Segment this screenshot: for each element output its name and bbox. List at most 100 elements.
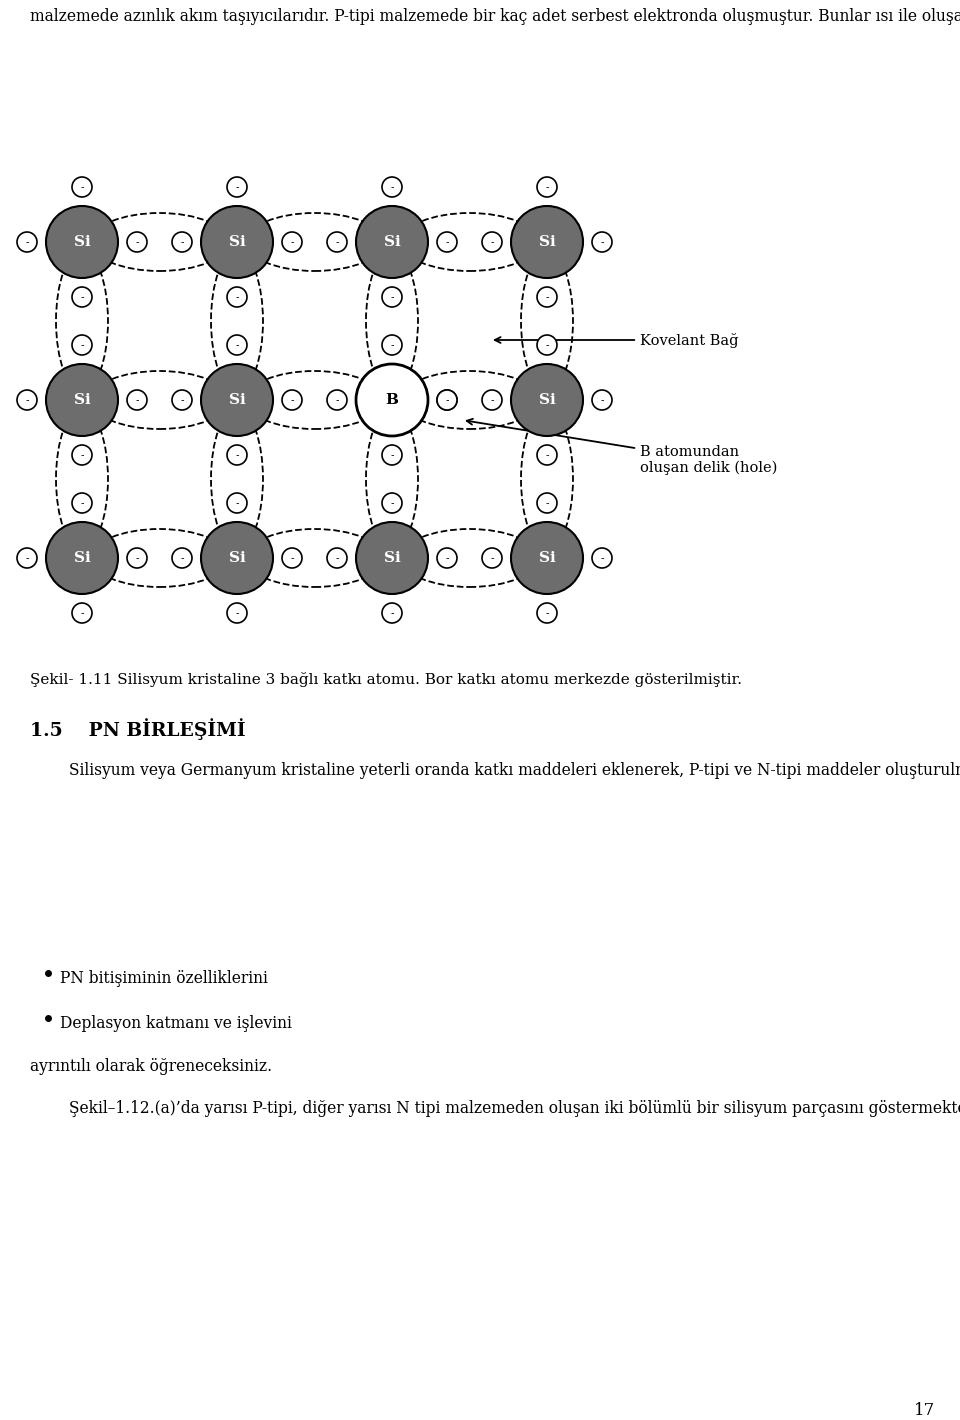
- Ellipse shape: [172, 548, 192, 568]
- Text: -: -: [491, 395, 493, 405]
- Ellipse shape: [382, 493, 402, 513]
- Ellipse shape: [592, 231, 612, 251]
- Text: -: -: [545, 339, 549, 349]
- Text: Deplasyon katmanı ve işlevini: Deplasyon katmanı ve işlevini: [60, 1015, 292, 1032]
- Ellipse shape: [72, 287, 92, 307]
- Text: -: -: [391, 293, 394, 302]
- Text: -: -: [391, 608, 394, 618]
- Text: Si: Si: [384, 234, 400, 248]
- Ellipse shape: [72, 335, 92, 355]
- Ellipse shape: [282, 548, 302, 568]
- Ellipse shape: [382, 604, 402, 623]
- Ellipse shape: [511, 364, 583, 436]
- Ellipse shape: [172, 391, 192, 410]
- Ellipse shape: [356, 523, 428, 594]
- Text: -: -: [135, 237, 139, 247]
- Ellipse shape: [382, 287, 402, 307]
- Ellipse shape: [46, 364, 118, 436]
- Text: -: -: [445, 395, 448, 405]
- Text: Si: Si: [539, 234, 556, 248]
- Ellipse shape: [482, 391, 502, 410]
- Ellipse shape: [382, 335, 402, 355]
- Text: PN bitişiminin özelliklerini: PN bitişiminin özelliklerini: [60, 970, 268, 987]
- Ellipse shape: [356, 364, 428, 436]
- Ellipse shape: [537, 493, 557, 513]
- Ellipse shape: [127, 231, 147, 251]
- Ellipse shape: [227, 493, 247, 513]
- Text: -: -: [290, 552, 294, 562]
- Text: -: -: [600, 552, 604, 562]
- Text: -: -: [391, 339, 394, 349]
- Text: -: -: [545, 608, 549, 618]
- Text: -: -: [81, 293, 84, 302]
- Text: -: -: [600, 395, 604, 405]
- Ellipse shape: [356, 206, 428, 278]
- Ellipse shape: [46, 523, 118, 594]
- Text: B: B: [386, 393, 398, 408]
- Text: Şekil- 1.11 Silisyum kristaline 3 bağlı katkı atomu. Bor katkı atomu merkezde gö: Şekil- 1.11 Silisyum kristaline 3 bağlı …: [30, 672, 742, 687]
- Ellipse shape: [17, 231, 37, 251]
- Ellipse shape: [382, 444, 402, 464]
- Text: -: -: [235, 498, 239, 508]
- Text: -: -: [235, 608, 239, 618]
- Text: -: -: [335, 237, 339, 247]
- Ellipse shape: [482, 548, 502, 568]
- Text: B atomundan
oluşan delik (hole): B atomundan oluşan delik (hole): [467, 419, 778, 476]
- Ellipse shape: [282, 391, 302, 410]
- Ellipse shape: [46, 206, 118, 278]
- Text: -: -: [545, 182, 549, 192]
- Ellipse shape: [282, 231, 302, 251]
- Text: Si: Si: [228, 234, 246, 248]
- Text: Si: Si: [74, 551, 90, 565]
- Text: -: -: [335, 552, 339, 562]
- Ellipse shape: [172, 231, 192, 251]
- Text: -: -: [445, 552, 448, 562]
- Text: -: -: [81, 339, 84, 349]
- Text: -: -: [235, 293, 239, 302]
- Ellipse shape: [227, 287, 247, 307]
- Text: -: -: [81, 450, 84, 460]
- Ellipse shape: [227, 178, 247, 197]
- Ellipse shape: [437, 231, 457, 251]
- Ellipse shape: [17, 548, 37, 568]
- Text: -: -: [180, 552, 183, 562]
- Text: -: -: [235, 339, 239, 349]
- Text: Silisyum veya Germanyum kristaline yeterli oranda katkı maddeleri eklenerek, P-t: Silisyum veya Germanyum kristaline yeter…: [30, 763, 960, 780]
- Text: Si: Si: [74, 234, 90, 248]
- Text: Si: Si: [228, 393, 246, 408]
- Ellipse shape: [537, 444, 557, 464]
- Text: -: -: [335, 395, 339, 405]
- Text: -: -: [445, 237, 448, 247]
- Text: -: -: [391, 182, 394, 192]
- Text: -: -: [545, 498, 549, 508]
- Ellipse shape: [327, 231, 347, 251]
- Text: 17: 17: [914, 1402, 935, 1419]
- Ellipse shape: [201, 206, 273, 278]
- Text: -: -: [235, 450, 239, 460]
- Ellipse shape: [327, 391, 347, 410]
- Ellipse shape: [227, 604, 247, 623]
- Text: Si: Si: [228, 551, 246, 565]
- Text: -: -: [180, 395, 183, 405]
- Text: Si: Si: [539, 393, 556, 408]
- Text: -: -: [290, 237, 294, 247]
- Text: -: -: [135, 395, 139, 405]
- Ellipse shape: [437, 391, 457, 410]
- Text: -: -: [545, 450, 549, 460]
- Ellipse shape: [511, 523, 583, 594]
- Ellipse shape: [592, 391, 612, 410]
- Ellipse shape: [437, 391, 457, 410]
- Text: 1.5    PN BİRLEŞİMİ: 1.5 PN BİRLEŞİMİ: [30, 719, 246, 740]
- Text: -: -: [25, 237, 29, 247]
- Ellipse shape: [72, 444, 92, 464]
- Text: -: -: [235, 182, 239, 192]
- Text: -: -: [290, 395, 294, 405]
- Ellipse shape: [17, 391, 37, 410]
- Ellipse shape: [201, 523, 273, 594]
- Text: -: -: [545, 293, 549, 302]
- Ellipse shape: [327, 548, 347, 568]
- Text: -: -: [81, 182, 84, 192]
- Ellipse shape: [382, 178, 402, 197]
- Text: -: -: [180, 237, 183, 247]
- Text: -: -: [491, 552, 493, 562]
